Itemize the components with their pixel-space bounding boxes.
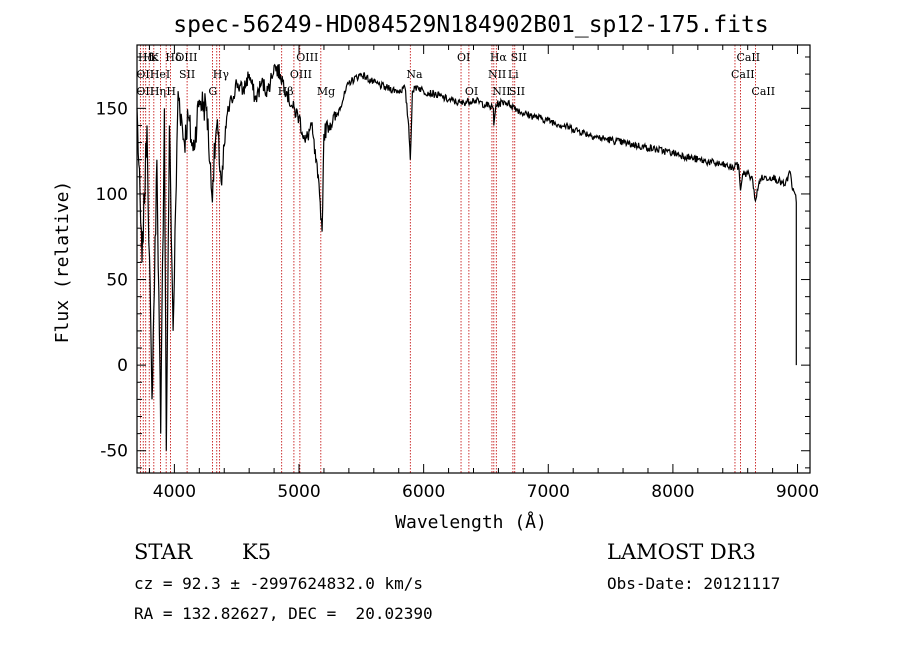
spectral-line-label: OII (136, 85, 154, 98)
spectral-line-label: Hε (143, 51, 159, 64)
spectral-line-label: K (150, 51, 159, 64)
y-tick-label: 0 (117, 356, 128, 376)
obs-date: Obs-Date: 20121117 (607, 574, 781, 593)
y-tick-label: -50 (100, 442, 128, 462)
spectral-line-label: NII (492, 85, 510, 98)
x-tick-label: 8000 (651, 482, 694, 502)
object-subclass: K5 (242, 540, 272, 564)
survey-name: LAMOST DR3 (607, 540, 756, 564)
spectral-line-label: Hη (150, 85, 166, 98)
spectral-line-label: OIII (296, 51, 318, 64)
spectral-line-label: Hγ (213, 68, 230, 81)
spectral-line-label: G (208, 85, 217, 98)
spectral-line-label: CaII (731, 68, 755, 81)
spectral-line-markers (139, 45, 756, 473)
spectral-line-label: Li (508, 68, 519, 81)
spectral-line-label: HeI (150, 68, 170, 81)
spectral-line-label: OIII (175, 51, 197, 64)
spectral-line-label: SII (511, 51, 527, 64)
x-tick-label: 5000 (277, 482, 320, 502)
spectral-line-label: Hβ (278, 85, 294, 98)
x-tick-label: 6000 (402, 482, 445, 502)
y-axis-label: Flux (relative) (52, 181, 73, 344)
spectral-line-label: CaII (736, 51, 760, 64)
spectral-line-label: SII (509, 85, 525, 98)
spectral-line-label: CaII (751, 85, 775, 98)
spectral-line-label: OIII (290, 68, 312, 81)
spectral-line-label: Hδ (138, 51, 155, 64)
plot-frame (136, 44, 811, 474)
redshift-text: cz = 92.3 ± -2997624832.0 km/s (134, 574, 423, 593)
spectral-line-label: SII (179, 68, 195, 81)
spectral-line-label: Na (406, 68, 423, 81)
flux-series-line (136, 63, 797, 451)
spectral-line-label: OI (465, 85, 478, 98)
spectral-line-label: NII (488, 68, 506, 81)
coordinates-text: RA = 132.82627, DEC = 20.02390 (134, 604, 433, 623)
spectral-line-label: OI (457, 51, 470, 64)
x-tick-label: 7000 (527, 482, 570, 502)
x-axis-label: Wavelength (Å) (395, 511, 547, 533)
spectral-line-label: H (166, 85, 176, 98)
x-tick-label: 4000 (153, 482, 196, 502)
x-axis: 4000 5000 6000 7000 8000 9000 (148, 45, 819, 502)
y-tick-label: 50 (106, 271, 128, 291)
object-class: STAR (134, 540, 193, 564)
x-tick-label: 9000 (776, 482, 819, 502)
spectral-line-label: OII (136, 68, 154, 81)
spectral-line-label: Mg (317, 85, 335, 98)
y-axis: -50 0 50 100 150 (96, 56, 810, 469)
spectral-line-label: Hα (490, 51, 508, 64)
y-tick-label: 100 (96, 185, 128, 205)
spectral-line-label: Hδ (165, 51, 182, 64)
chart-title: spec-56249-HD084529N184902B01_sp12-175.f… (173, 12, 768, 38)
y-tick-label: 150 (96, 99, 128, 119)
